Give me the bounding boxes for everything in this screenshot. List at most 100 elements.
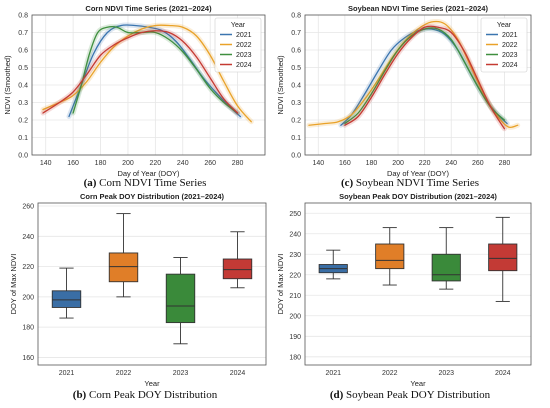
legend-label-2023: 2023	[236, 52, 252, 59]
y-axis-label: NDVI (Smoothed)	[276, 55, 285, 115]
box-2024	[488, 216, 518, 302]
y-tick-label: 0.4	[18, 83, 28, 90]
x-tick-label: 180	[366, 160, 378, 167]
caption-text: Corn NDVI Time Series	[96, 177, 206, 189]
box-2024	[222, 231, 253, 289]
y-tick-label: 260	[22, 204, 34, 211]
caption-text: Soybean Peak DOY Distribution	[343, 389, 490, 401]
box-iqr	[51, 290, 82, 308]
legend-label-2021: 2021	[502, 32, 518, 39]
chart-title: Corn Peak DOY Distribution (2021–2024)	[80, 192, 225, 201]
x-tick-label: 2024	[230, 370, 246, 377]
y-tick-label: 0.3	[291, 100, 301, 107]
x-tick-label: 260	[472, 160, 484, 167]
x-tick-label: 160	[339, 160, 351, 167]
caption-label: (b)	[73, 389, 87, 401]
chart-title: Soybean NDVI Time Series (2021–2024)	[348, 4, 488, 13]
axes-frame	[37, 202, 267, 366]
y-tick-label: 160	[22, 355, 34, 362]
caption-label: (c)	[341, 177, 354, 189]
legend-label-2024: 2024	[502, 62, 518, 69]
y-tick-label: 180	[289, 354, 301, 361]
box-iqr	[108, 252, 139, 283]
y-tick-label: 0.5	[291, 65, 301, 72]
box-2022	[108, 213, 139, 298]
y-tick-label: 0.0	[291, 153, 301, 160]
box-2021	[51, 267, 82, 319]
chart-panel-2: 0.0 0.1 0.2 0.3 0.4 0.5 0.6 0.7 0.8 140 160 180 200 2…	[276, 4, 532, 189]
x-tick-label: 2023	[438, 370, 454, 377]
x-tick-label: 240	[445, 160, 457, 167]
y-axis-label: NDVI (Smoothed)	[3, 55, 12, 115]
x-tick-label: 240	[177, 160, 189, 167]
y-tick-label: 180	[22, 325, 34, 332]
x-tick-label: 2022	[382, 370, 398, 377]
axes-frame	[304, 14, 532, 156]
legend-box	[214, 17, 262, 73]
x-tick-label: 2021	[59, 370, 75, 377]
chart-panel-4: 180 190 200 210 220 230 240 250 2021 2022 2023 2024…	[276, 192, 532, 401]
y-tick-label: 220	[22, 264, 34, 271]
x-tick-label: 220	[419, 160, 431, 167]
legend-label-2023: 2023	[502, 52, 518, 59]
figure-caption: (c) Soybean NDVI Time Series	[341, 177, 479, 189]
box-iqr	[431, 253, 461, 282]
x-tick-label: 2021	[325, 370, 341, 377]
x-tick-label: 280	[499, 160, 511, 167]
x-tick-label: 200	[122, 160, 134, 167]
series-line-2023	[344, 27, 506, 125]
y-axis-label: DOY of Max NDVI	[9, 254, 18, 315]
x-axis-label: Day of Year (DOY)	[117, 169, 180, 178]
y-tick-label: 0.6	[291, 48, 301, 55]
y-tick-label: 0.4	[291, 83, 301, 90]
x-tick-label: 2023	[173, 370, 189, 377]
x-tick-label: 200	[392, 160, 404, 167]
axes-frame	[31, 14, 266, 156]
legend-label-2021: 2021	[236, 32, 252, 39]
series-line-2024	[344, 25, 506, 130]
plot-area	[305, 203, 531, 365]
box-iqr	[165, 273, 196, 324]
chart-title: Corn NDVI Time Series (2021–2024)	[85, 4, 212, 13]
chart-title: Soybean Peak DOY Distribution (2021–2024…	[339, 192, 497, 201]
caption-text: Soybean NDVI Time Series	[353, 177, 479, 189]
box-2022	[375, 227, 405, 286]
x-axis-label: Day of Year (DOY)	[387, 169, 450, 178]
x-tick-label: 220	[150, 160, 162, 167]
x-tick-label: 140	[40, 160, 52, 167]
y-tick-label: 190	[289, 334, 301, 341]
x-tick-label: 260	[204, 160, 216, 167]
axes-frame	[304, 202, 532, 366]
y-tick-label: 240	[289, 231, 301, 238]
y-tick-label: 0.1	[18, 135, 28, 142]
y-tick-label: 0.5	[18, 65, 28, 72]
x-axis-label: Year	[410, 379, 426, 388]
box-2021	[318, 249, 348, 280]
x-tick-label: 2024	[495, 370, 511, 377]
y-tick-label: 210	[289, 293, 301, 300]
caption-label: (d)	[330, 389, 344, 401]
y-tick-label: 0.7	[291, 30, 301, 37]
caption-text: Corn Peak DOY Distribution	[86, 389, 217, 401]
box-2023	[431, 227, 461, 290]
x-tick-label: 180	[95, 160, 107, 167]
x-tick-label: 2022	[116, 370, 132, 377]
y-tick-label: 0.3	[18, 100, 28, 107]
series-line-2021	[68, 24, 241, 118]
plot-area	[38, 203, 266, 365]
y-tick-label: 0.0	[18, 153, 28, 160]
legend-title: Year	[231, 22, 246, 29]
y-tick-label: 250	[289, 211, 301, 218]
y-tick-label: 0.6	[18, 48, 28, 55]
chart-panel-1: 0.0 0.1 0.2 0.3 0.4 0.5 0.6 0.7 0.8 140 160 180 200 2…	[3, 4, 266, 189]
chart-panel-3: 160 180 200 220 240 260 2021 2022 2023 2024 Corn P…	[9, 192, 267, 401]
box-iqr	[222, 258, 253, 280]
y-tick-label: 230	[289, 252, 301, 259]
y-tick-label: 0.2	[291, 118, 301, 125]
x-tick-label: 160	[67, 160, 79, 167]
legend-title: Year	[497, 22, 512, 29]
x-tick-label: 140	[312, 160, 324, 167]
x-axis-label: Year	[144, 379, 160, 388]
y-tick-label: 0.2	[18, 118, 28, 125]
